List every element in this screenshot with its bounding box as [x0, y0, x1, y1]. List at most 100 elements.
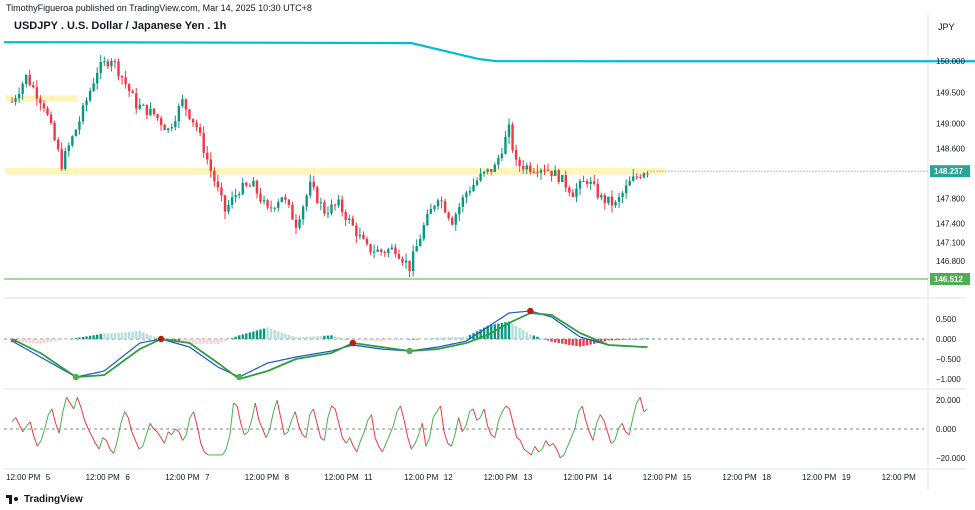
price-tick-label: 147.800	[936, 195, 965, 204]
candle-body	[365, 238, 369, 245]
macd-histogram-bar	[92, 335, 95, 339]
candle-body	[106, 61, 110, 67]
candle-body	[120, 75, 124, 78]
candle-body	[358, 234, 362, 237]
oscillator-segment	[298, 425, 303, 435]
oscillator-segment	[545, 440, 550, 447]
oscillator-segment	[105, 440, 111, 450]
oscillator-segment	[265, 428, 271, 438]
oscillator-segment	[120, 411, 126, 424]
candle-body	[465, 192, 468, 198]
macd-histogram-bar	[419, 338, 422, 340]
candle-body	[248, 185, 252, 187]
oscillator-segment	[411, 443, 416, 450]
time-tick-label: 5	[46, 473, 51, 482]
oscillator-segment	[66, 397, 71, 404]
oscillator-segment	[69, 402, 75, 410]
oscillator-segment	[643, 408, 648, 413]
candle-body	[646, 173, 649, 175]
price-tick-label: 148.600	[936, 145, 965, 154]
candle-body	[88, 90, 92, 101]
oscillator-tick-label: 0.000	[936, 425, 957, 434]
macd-histogram-bar	[578, 339, 582, 347]
time-tick-label: 18	[762, 473, 771, 482]
candle-body	[397, 254, 401, 259]
macd-histogram-bar	[429, 338, 433, 339]
oscillator-segment	[18, 424, 24, 433]
macd-tick-label: 0.500	[936, 315, 957, 324]
oscillator-segment	[527, 451, 532, 456]
candle-body	[49, 114, 53, 124]
oscillator-segment	[145, 423, 151, 435]
candle-body	[635, 176, 638, 178]
macd-histogram-bar	[255, 330, 259, 339]
oscillator-segment	[15, 417, 20, 425]
macd-histogram-bar	[71, 338, 74, 340]
candle-body	[124, 77, 127, 85]
macd-histogram-bar	[358, 339, 362, 341]
time-tick-label: 12	[444, 473, 453, 482]
macd-histogram-bar	[213, 339, 216, 344]
oscillator-segment	[51, 408, 57, 424]
macd-histogram-bar	[60, 339, 63, 341]
candle-body	[387, 249, 390, 253]
oscillator-segment	[309, 408, 314, 415]
macd-histogram-bar	[557, 339, 560, 344]
macd-histogram-bar	[184, 339, 188, 344]
candle-body	[344, 212, 347, 220]
candle-body	[209, 159, 212, 171]
macd-histogram-bar	[230, 338, 234, 339]
candle-body	[78, 121, 81, 130]
candle-body	[269, 207, 273, 209]
macd-histogram-bar	[21, 339, 24, 343]
oscillator-segment	[552, 443, 558, 450]
macd-histogram-bar	[216, 339, 220, 344]
candle-body	[326, 213, 330, 215]
candle-body	[390, 247, 394, 250]
macd-histogram-bar	[461, 336, 465, 339]
time-tick-label: 12:00 PM	[882, 473, 917, 482]
oscillator-segment	[628, 417, 634, 435]
candle-body	[461, 197, 465, 207]
macd-histogram-bar	[575, 339, 578, 347]
candle-body	[167, 128, 170, 130]
macd-histogram-bar	[404, 339, 408, 340]
candle-body	[64, 151, 67, 169]
macd-histogram-bar	[607, 339, 610, 341]
oscillator-segment	[55, 423, 60, 434]
tradingview-logo[interactable]: TradingView	[6, 494, 83, 505]
oscillator-segment	[272, 400, 278, 412]
oscillator-tick-label: −20.000	[936, 454, 966, 463]
candle-body	[497, 157, 500, 165]
candle-body	[262, 200, 266, 202]
oscillator-segment	[512, 423, 518, 438]
macd-histogram-bar	[458, 337, 461, 339]
candle-body	[266, 200, 269, 208]
macd-histogram-bar	[500, 322, 504, 339]
candle-body	[238, 194, 241, 196]
time-tick-label: 14	[603, 473, 612, 482]
price-tick-label: 147.400	[936, 220, 965, 229]
macd-histogram-bar	[635, 338, 638, 340]
macd-histogram-bar	[440, 337, 443, 339]
chart-title: USDJPY . U.S. Dollar / Japanese Yen . 1h	[14, 20, 227, 32]
macd-histogram-bar	[600, 339, 603, 343]
candle-body	[571, 192, 575, 197]
time-tick-label: 6	[125, 473, 130, 482]
candle-body	[614, 201, 617, 206]
price-tick-label: 146.800	[936, 257, 965, 266]
candle-body	[632, 176, 635, 181]
macd-histogram-bar	[390, 339, 394, 341]
macd-histogram-bar	[17, 339, 21, 343]
candle-body	[188, 109, 191, 119]
macd-histogram-bar	[74, 338, 78, 339]
candle-body	[21, 83, 24, 94]
candle-body	[522, 165, 525, 170]
macd-histogram-bar	[156, 338, 159, 339]
oscillator-segment	[167, 431, 173, 436]
oscillator-segment	[47, 408, 53, 415]
candle-body	[518, 159, 521, 166]
macd-histogram-bar	[294, 337, 298, 339]
oscillator-segment	[570, 428, 576, 438]
